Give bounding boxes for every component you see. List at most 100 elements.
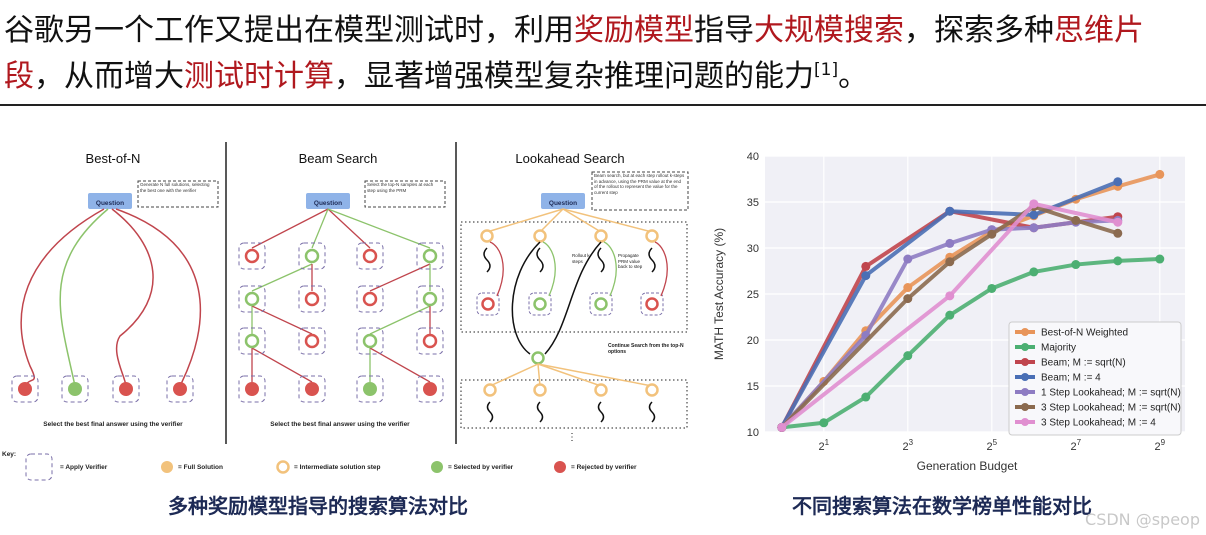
data-point bbox=[945, 291, 955, 301]
title-text: 指导 bbox=[694, 13, 754, 48]
title-highlight: 奖励模型 bbox=[574, 13, 694, 48]
y-tick-label: 10 bbox=[747, 427, 759, 439]
rejected-icon bbox=[554, 461, 566, 473]
verifier-box bbox=[416, 327, 444, 355]
title-highlight: 测试时计算 bbox=[184, 59, 334, 94]
next-step-region bbox=[460, 379, 688, 429]
legend-marker bbox=[1021, 418, 1029, 426]
data-point bbox=[987, 229, 997, 239]
x-tick-label: 21 bbox=[819, 438, 830, 453]
question-node bbox=[541, 193, 585, 209]
watermark: CSDN @speop bbox=[1085, 510, 1200, 529]
best-of-n-title: Best-of-N bbox=[86, 151, 141, 166]
verifier-box bbox=[298, 375, 326, 403]
data-point bbox=[1155, 254, 1165, 264]
data-point bbox=[1113, 256, 1123, 266]
data-point bbox=[987, 283, 997, 293]
x-tick-label: 29 bbox=[1155, 438, 1166, 453]
y-axis-ticks: 10 15 20 25 30 35 40 bbox=[747, 151, 759, 439]
verifier-box bbox=[238, 327, 266, 355]
data-point bbox=[861, 271, 871, 281]
legend-rejected: = Rejected by verifier bbox=[571, 464, 637, 471]
question-label: Question bbox=[96, 200, 124, 207]
verifier-box bbox=[166, 375, 194, 403]
propagate-label: Propagate PRM value back to step bbox=[618, 253, 642, 269]
legend-label: 3 Step Lookahead; M := 4 bbox=[1041, 418, 1156, 429]
full-solution-icon bbox=[161, 461, 173, 473]
data-point bbox=[945, 310, 955, 320]
series-line bbox=[780, 201, 1119, 429]
legend-label: 1 Step Lookahead; M := sqrt(N) bbox=[1041, 388, 1181, 399]
title-text: 谷歌另一个工作又提出在模型测试时，利用 bbox=[4, 13, 574, 48]
verifier-box bbox=[238, 375, 266, 403]
y-tick-label: 15 bbox=[747, 381, 759, 393]
lookahead-search-panel: Lookahead Search Question Beam search, b… bbox=[460, 151, 689, 443]
note-box bbox=[591, 171, 689, 211]
data-point bbox=[903, 283, 913, 293]
legend-marker bbox=[1021, 403, 1029, 411]
verifier-box bbox=[298, 242, 326, 270]
continue-arrow bbox=[544, 241, 602, 355]
continue-arrow bbox=[511, 241, 541, 355]
verifier-box bbox=[416, 285, 444, 313]
verifier-box bbox=[356, 285, 384, 313]
y-tick-label: 25 bbox=[747, 289, 759, 301]
data-point bbox=[903, 351, 913, 361]
note-box bbox=[137, 180, 219, 208]
note-box bbox=[364, 180, 446, 208]
legend-marker bbox=[1021, 373, 1029, 381]
reference-marker[interactable]: [1] bbox=[814, 60, 839, 80]
question-node bbox=[88, 193, 132, 209]
verifier-box bbox=[528, 292, 552, 316]
x-tick-label: 23 bbox=[903, 438, 914, 453]
y-tick-label: 20 bbox=[747, 335, 759, 347]
y-tick-label: 35 bbox=[747, 197, 759, 209]
legend-label: 3 Step Lookahead; M := sqrt(N) bbox=[1041, 403, 1181, 414]
title-text: ，显著增强模型复杂推理问题的能力 bbox=[334, 59, 814, 94]
selected-icon bbox=[431, 461, 443, 473]
verifier-box bbox=[298, 285, 326, 313]
note-text: Generate N full solutions, selecting the… bbox=[140, 182, 210, 193]
note-text: Beam search, but at each step rollout k-… bbox=[594, 173, 684, 195]
question-label: Question bbox=[314, 200, 342, 207]
x-tick-label: 25 bbox=[987, 438, 998, 453]
x-tick-label: 27 bbox=[1071, 438, 1082, 453]
verifier-box bbox=[112, 375, 140, 403]
title-highlight: 大规模搜索 bbox=[754, 13, 904, 48]
selected-node bbox=[531, 351, 545, 365]
propagate-arrow bbox=[654, 241, 668, 297]
beam-search-panel: Beam Search Question Select the top-N sa… bbox=[238, 151, 446, 428]
data-point bbox=[861, 261, 871, 271]
beam-search-footer: Select the best final answer using the v… bbox=[270, 421, 410, 428]
title-text: ，探索多种 bbox=[904, 13, 1054, 48]
rollout-label: Rollout k-steps bbox=[572, 253, 591, 264]
data-point bbox=[903, 294, 913, 304]
series-line bbox=[780, 218, 1118, 429]
note-text: Select the top-N samples at each step us… bbox=[367, 182, 433, 193]
data-point bbox=[945, 238, 955, 248]
x-axis-ticks: 21 23 25 27 29 bbox=[819, 438, 1166, 453]
data-point bbox=[1113, 177, 1123, 187]
verifier-box bbox=[61, 375, 89, 403]
verifier-box bbox=[238, 242, 266, 270]
legend-key-label: Key: bbox=[2, 451, 16, 458]
beam-search-title: Beam Search bbox=[299, 151, 378, 166]
best-of-n-footer: Select the best final answer using the v… bbox=[43, 421, 183, 428]
verifier-box-icon bbox=[25, 453, 53, 481]
chart-legend: Best-of-N Weighted Majority Beam; M := sqr… bbox=[1008, 321, 1182, 436]
solution-path bbox=[111, 208, 154, 387]
search-algorithms-figure: Best-of-N Question Generate N full solut… bbox=[0, 136, 698, 488]
x-axis-label: Generation Budget bbox=[917, 459, 1018, 473]
verifier-box bbox=[298, 327, 326, 355]
series-line bbox=[781, 257, 1160, 430]
data-point bbox=[777, 422, 787, 432]
legend-marker bbox=[1021, 388, 1029, 396]
legend-label: Beam; M := sqrt(N) bbox=[1041, 358, 1126, 369]
math-accuracy-chart: 10 15 20 25 30 35 40 21 23 25 27 29 Generation Bud… bbox=[705, 136, 1200, 488]
series-lines bbox=[777, 169, 1165, 432]
solution-path bbox=[115, 208, 202, 387]
intermediate-step-icon bbox=[276, 460, 290, 474]
solution-path bbox=[59, 208, 109, 387]
verifier-box bbox=[356, 327, 384, 355]
legend-label: Majority bbox=[1041, 343, 1076, 354]
